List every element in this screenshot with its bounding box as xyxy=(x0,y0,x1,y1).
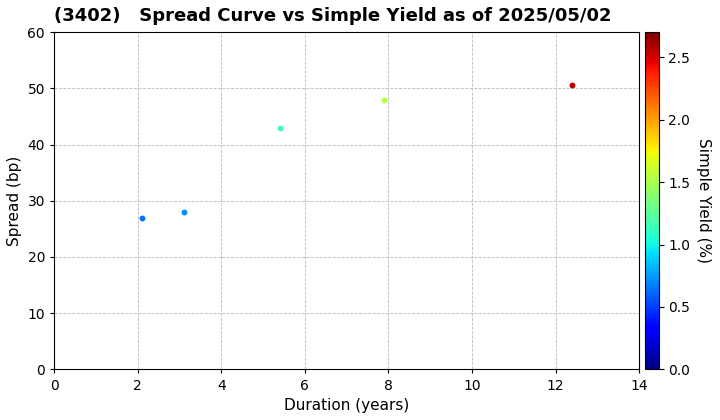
Text: (3402)   Spread Curve vs Simple Yield as of 2025/05/02: (3402) Spread Curve vs Simple Yield as o… xyxy=(54,7,612,25)
Point xyxy=(567,82,578,89)
Point xyxy=(136,214,148,221)
Point xyxy=(379,96,390,103)
X-axis label: Duration (years): Duration (years) xyxy=(284,398,409,413)
Point xyxy=(274,124,286,131)
Y-axis label: Spread (bp): Spread (bp) xyxy=(7,156,22,246)
Y-axis label: Simple Yield (%): Simple Yield (%) xyxy=(696,138,711,263)
Point xyxy=(178,209,189,215)
